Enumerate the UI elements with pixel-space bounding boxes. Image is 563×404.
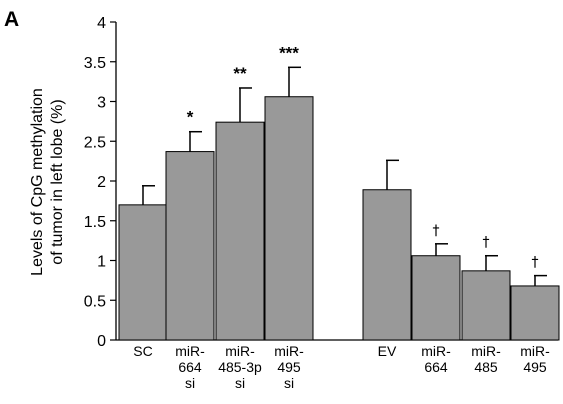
- bar: [165, 151, 215, 341]
- y-tick-label: 2.5: [84, 134, 106, 151]
- category-label: miR-: [175, 343, 205, 359]
- panel-label: A: [4, 8, 19, 31]
- category-label: si: [185, 375, 195, 391]
- bar: [215, 121, 265, 341]
- bar: [510, 285, 560, 341]
- category-label: SC: [133, 343, 152, 359]
- category-label: 485: [474, 359, 498, 375]
- y-tick-label: 1.5: [84, 214, 106, 231]
- significance-annotation: **: [233, 64, 247, 83]
- category-label: miR-: [274, 343, 304, 359]
- y-tick-label: 4: [97, 15, 106, 32]
- y-tick-label: 3.5: [84, 55, 106, 72]
- category-label: EV: [378, 343, 397, 359]
- y-axis-title: Levels of CpG methylation of tumor in lef…: [29, 88, 66, 276]
- category-label: miR-: [520, 343, 550, 359]
- y-axis-title-line: of tumor in left lobe (%): [49, 99, 66, 264]
- bar: [411, 255, 461, 341]
- category-label: 664: [178, 359, 202, 375]
- y-tick-label: 1: [97, 254, 106, 271]
- bars-group: ******†††: [118, 43, 560, 341]
- category-label: 495: [277, 359, 301, 375]
- dagger-annotation: †: [483, 235, 490, 251]
- category-label: 485-3p: [218, 359, 262, 375]
- y-tick-label: 0: [97, 333, 106, 350]
- bar: [461, 270, 511, 341]
- category-label: miR-: [225, 343, 255, 359]
- significance-annotation: *: [187, 108, 194, 127]
- y-tick-label: 0.5: [84, 293, 106, 310]
- y-axis-title-line: Levels of CpG methylation: [29, 88, 46, 276]
- bar: [118, 204, 168, 341]
- significance-annotation: ***: [279, 43, 299, 62]
- category-label: miR-: [421, 343, 451, 359]
- bar: [264, 96, 314, 341]
- category-label: si: [235, 375, 245, 391]
- category-label: 495: [523, 359, 547, 375]
- dagger-annotation: †: [433, 223, 440, 239]
- dagger-annotation: †: [532, 255, 539, 271]
- bar: [362, 189, 412, 341]
- y-tick-label: 2: [97, 174, 106, 191]
- y-tick-label: 3: [97, 95, 106, 112]
- category-label: si: [284, 375, 294, 391]
- category-label: miR-: [471, 343, 501, 359]
- category-label: 664: [424, 359, 448, 375]
